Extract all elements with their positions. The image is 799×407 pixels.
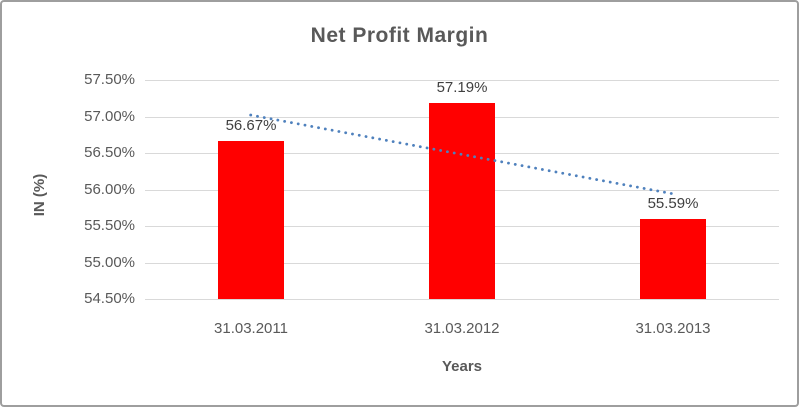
x-category-label: 31.03.2013	[635, 320, 711, 337]
y-tick-label: 55.50%	[84, 217, 135, 234]
bar	[640, 219, 706, 299]
bar-value-label: 57.19%	[436, 79, 488, 96]
bar-value-label: 55.59%	[647, 195, 699, 212]
y-gridline	[145, 299, 779, 300]
bar	[218, 141, 284, 299]
y-tick-label: 57.00%	[84, 108, 135, 125]
bar-value-label: 56.67%	[225, 117, 277, 134]
chart-title: Net Profit Margin	[310, 24, 489, 47]
y-tick-label: 54.50%	[84, 290, 135, 307]
y-tick-label: 55.00%	[84, 254, 135, 271]
y-gridline	[145, 80, 779, 81]
y-tick-label: 56.50%	[84, 144, 135, 161]
y-tick-label: 57.50%	[84, 71, 135, 88]
x-category-label: 31.03.2012	[424, 320, 500, 337]
y-tick-label: 56.00%	[84, 181, 135, 198]
y-axis-title: IN (%)	[31, 173, 48, 217]
x-axis-title: Years	[441, 358, 483, 375]
x-category-label: 31.03.2011	[214, 320, 288, 337]
bar	[429, 103, 495, 299]
